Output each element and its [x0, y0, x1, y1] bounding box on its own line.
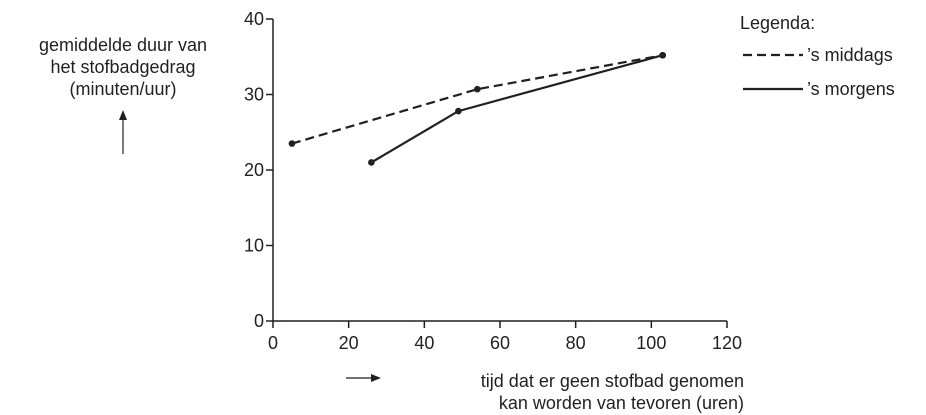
x-tick-label: 40 [414, 333, 434, 353]
y-axis-label-line-3: (minuten/uur) [69, 79, 177, 99]
series-line-morgens [370, 54, 663, 164]
x-axis-label-line-1: tijd dat er geen stofbad genomen [480, 371, 744, 391]
y-tick-label: 0 [254, 311, 264, 331]
legend [743, 53, 803, 91]
x-tick-label: 120 [712, 333, 742, 353]
legend-label-middags: ’s middags [807, 45, 893, 65]
y-tick-label: 10 [244, 236, 264, 256]
x-tick-label: 60 [490, 333, 510, 353]
y-axis-label-line-1: gemiddelde duur van [38, 35, 208, 55]
x-axis-label-line-2: kan worden van tevoren (uren) [498, 393, 744, 413]
legend-label-morgens: ’s morgens [807, 79, 895, 99]
x-label-arrowhead [371, 374, 381, 382]
legend-title: Legenda: [740, 13, 816, 33]
y-tick-label: 20 [244, 160, 264, 180]
x-tick-label: 20 [339, 333, 359, 353]
data-point [455, 107, 462, 115]
data-point [474, 85, 481, 93]
y-axis-label: gemiddelde duur van het stofbadgedrag (m… [0, 34, 246, 100]
y-tick-label: 40 [244, 9, 264, 29]
x-axis-label: tijd dat er geen stofbad genomen kan wor… [481, 370, 744, 414]
series-line-middags [291, 54, 663, 145]
x-tick-label: 0 [268, 333, 278, 353]
data-point [288, 140, 296, 147]
x-tick-label: 80 [566, 333, 586, 353]
y-tick-label: 30 [244, 85, 264, 105]
x-tick-label: 100 [636, 333, 666, 353]
data-point [368, 159, 375, 166]
y-label-arrowhead [119, 110, 127, 120]
axes: 0 20 40 60 80 100 120 0 10 20 30 40 [119, 9, 742, 382]
series-layer [288, 51, 666, 166]
data-point [659, 51, 666, 59]
y-axis-label-line-2: het stofbadgedrag [50, 57, 196, 77]
